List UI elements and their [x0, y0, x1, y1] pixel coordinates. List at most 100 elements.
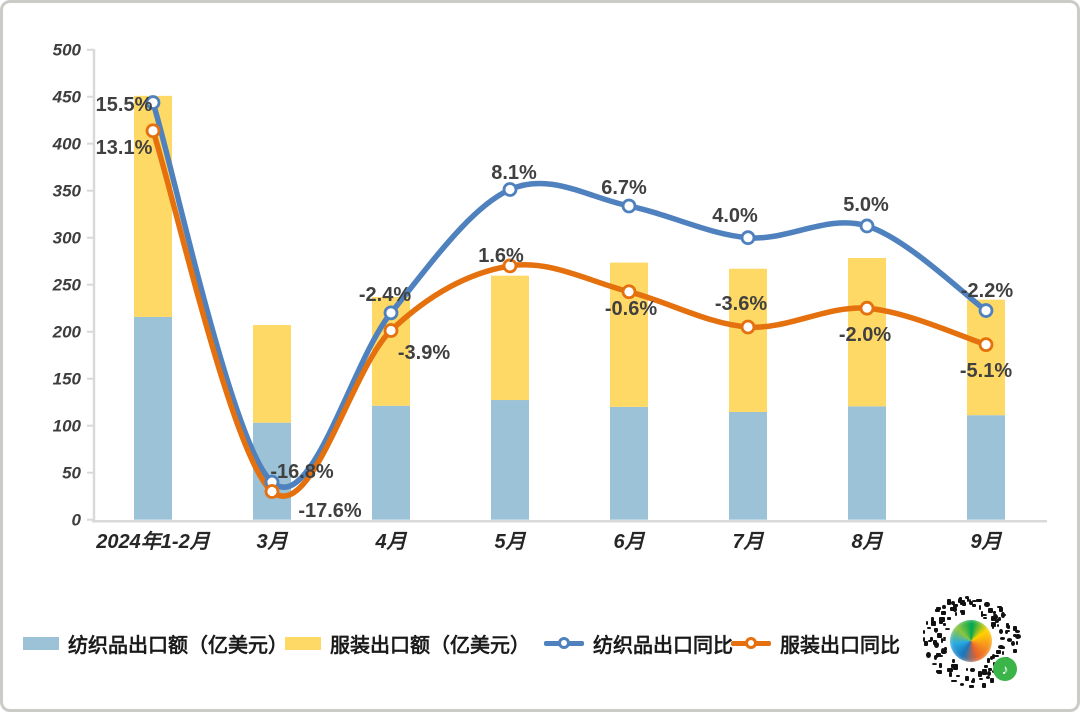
- qr-dot: [976, 599, 983, 602]
- qr-dot: [947, 667, 953, 673]
- qr-dot: [968, 600, 974, 605]
- qr-dot: [959, 682, 964, 686]
- qr-dot: [983, 616, 988, 619]
- qr-dot: [929, 636, 934, 642]
- qr-dot: [939, 654, 943, 658]
- line-marker: [978, 337, 994, 353]
- y-tick-label: 250: [52, 276, 82, 295]
- qr-dot: [942, 636, 946, 640]
- line-marker: [621, 198, 637, 214]
- qr-dot: [991, 625, 994, 630]
- qr-dot: [950, 606, 955, 611]
- qr-dot: [1010, 640, 1016, 647]
- data-label: -16.8%: [270, 461, 334, 483]
- qr-dot: [968, 684, 974, 688]
- bar-apparel: [491, 275, 529, 401]
- qr-dot: [1015, 641, 1018, 646]
- qr-dot: [922, 637, 925, 642]
- qr-dot: [966, 596, 970, 603]
- qr-dot: [926, 651, 932, 658]
- bar-textile: [134, 316, 172, 520]
- qr-dot: [935, 606, 942, 610]
- qr-dot: [970, 667, 975, 673]
- qr-dot: [999, 628, 1004, 635]
- legend-label: 服装出口同比: [780, 634, 900, 657]
- line-marker: [621, 284, 637, 300]
- qr-dot: [987, 608, 994, 613]
- bar-textile: [848, 406, 886, 520]
- qr-dot: [943, 622, 947, 626]
- bar-textile: [729, 411, 767, 520]
- qr-dot: [949, 672, 953, 677]
- qr-dot: [996, 650, 1002, 655]
- x-category-label: 5月: [494, 531, 526, 553]
- data-label: 4.0%: [712, 205, 758, 227]
- qr-dot: [990, 621, 996, 628]
- qr-dot: [959, 610, 964, 613]
- qr-dot: [936, 669, 941, 673]
- qr-dot: [939, 621, 944, 624]
- qr-dot: [934, 628, 939, 632]
- qr-dot: [984, 601, 990, 608]
- data-label: 15.5%: [96, 94, 153, 116]
- qr-dot: [925, 621, 928, 625]
- qr-dot: [1001, 612, 1005, 618]
- textile-apparel-export-chart: 0 50 100 150 200 250 300 350 400 450 500 2024年1-2月 3…: [52, 41, 1047, 553]
- qr-dot: [992, 654, 999, 658]
- data-label: -2.4%: [359, 284, 411, 306]
- qr-dot: [987, 657, 990, 664]
- qr-dot: [994, 614, 999, 619]
- qr-dot: [935, 608, 940, 612]
- qr-dot: [971, 599, 977, 602]
- textile-line-swatch-icon: [544, 636, 584, 650]
- qr-dot: [1012, 626, 1017, 631]
- qr-dot: [942, 604, 946, 609]
- qr-dot: [945, 627, 951, 630]
- qr-dot: [1004, 613, 1007, 616]
- x-category-label: 3月: [256, 531, 288, 553]
- qrcode-logo: ♪: [919, 589, 1023, 693]
- qr-dot: [980, 610, 984, 617]
- bar-apparel: [729, 268, 767, 412]
- qr-dot: [999, 646, 1005, 650]
- legend-label: 纺织品出口同比: [593, 634, 733, 657]
- line-marker: [502, 182, 518, 197]
- apparel-bar-swatch-icon: [285, 636, 321, 650]
- bar-apparel: [253, 325, 291, 423]
- data-label: -3.9%: [398, 342, 450, 364]
- data-label: 5.0%: [843, 194, 889, 216]
- qr-dot: [965, 668, 968, 672]
- data-label: 13.1%: [96, 137, 153, 159]
- qr-dot: [944, 647, 947, 652]
- line-marker: [859, 300, 875, 316]
- qr-dot: [971, 678, 976, 683]
- qr-dot: [951, 679, 957, 683]
- qr-dot: [951, 663, 957, 669]
- qr-dot: [989, 656, 993, 660]
- data-label: -3.6%: [715, 293, 767, 315]
- legend-label: 纺织品出口额（亿美元）: [68, 634, 288, 657]
- x-category-label: 6月: [613, 531, 645, 553]
- line-marker: [978, 303, 994, 318]
- qr-dot: [922, 630, 926, 635]
- qr-dot: [958, 597, 962, 604]
- qr-dot: [1002, 646, 1006, 650]
- qr-dot: [951, 601, 956, 606]
- qr-dot: [956, 674, 960, 678]
- qr-dot: [979, 677, 983, 681]
- qr-dot: [927, 626, 932, 630]
- line-marker: [145, 95, 161, 110]
- line-marker: [740, 230, 756, 246]
- qr-dot: [930, 620, 936, 626]
- data-label: -0.6%: [605, 298, 657, 320]
- qr-dot: [989, 677, 994, 683]
- y-tick-label: 200: [52, 323, 82, 342]
- qr-dot: [954, 611, 958, 617]
- data-label: -2.0%: [839, 324, 891, 346]
- qr-dot: [933, 639, 938, 645]
- qr-dot: [1013, 633, 1017, 637]
- qr-dot: [968, 599, 971, 603]
- qr-dot: [937, 632, 942, 639]
- qr-dot: [953, 607, 957, 612]
